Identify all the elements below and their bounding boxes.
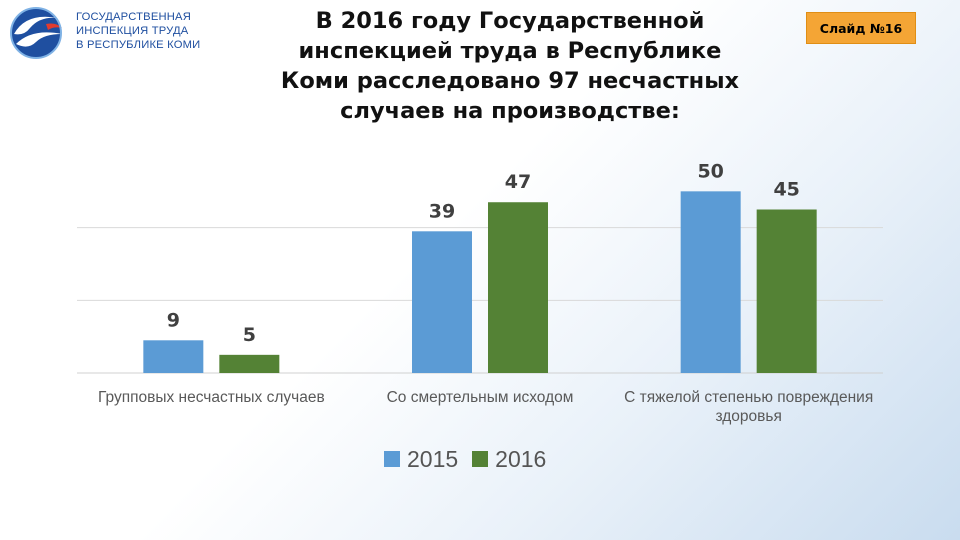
logo: ГОСУДАРСТВЕННАЯ ИНСПЕКЦИЯ ТРУДА В РЕСПУБ… xyxy=(6,4,206,60)
category-label: Со смертельным исходом xyxy=(387,389,574,406)
data-label: 50 xyxy=(697,160,723,182)
data-label: 39 xyxy=(429,200,455,222)
slide-title-line: инспекцией труда в Республике xyxy=(298,38,722,64)
legend-label-2016: 2016 xyxy=(495,445,547,472)
data-label: 47 xyxy=(505,171,531,193)
slide-title-line: В 2016 году Государственной xyxy=(315,8,705,34)
legend-item-2016: 2016 xyxy=(472,446,546,473)
bar-2015 xyxy=(680,191,741,373)
category-label: здоровья xyxy=(715,408,781,425)
category-label: Групповых несчастных случаев xyxy=(98,389,325,406)
bar-2016 xyxy=(488,202,548,373)
data-label: 9 xyxy=(167,309,180,331)
legend-swatch-2016 xyxy=(472,451,489,467)
logo-text: ГОСУДАРСТВЕННАЯ ИНСПЕКЦИЯ ТРУДА В РЕСПУБ… xyxy=(76,10,211,52)
data-label: 45 xyxy=(773,179,799,201)
slide-title-line: Коми расследовано 97 несчастных xyxy=(280,68,740,94)
data-label: 5 xyxy=(243,324,256,346)
bar-2015 xyxy=(143,340,204,373)
bar-2016 xyxy=(219,354,280,373)
legend-label-2015: 2015 xyxy=(407,445,459,472)
chart-legend: 2015 2016 xyxy=(384,443,546,475)
logo-line: ГОСУДАРСТВЕННАЯ xyxy=(76,11,191,23)
slide-title-line: случаев на производстве: xyxy=(340,98,680,124)
legend-swatch-2015 xyxy=(384,451,400,467)
logo-line: ИНСПЕКЦИЯ ТРУДА xyxy=(76,25,189,37)
bar-2016 xyxy=(756,209,817,373)
logo-emblem-icon xyxy=(10,7,62,59)
category-label: С тяжелой степенью повреждения xyxy=(624,389,873,406)
bar-2015 xyxy=(412,231,472,373)
slide-title: В 2016 году Государственной инспекцией т… xyxy=(210,6,810,126)
legend-item-2015: 2015 xyxy=(384,446,458,473)
slide-number-badge: Слайд №16 xyxy=(806,12,916,44)
logo-line: В РЕСПУБЛИКЕ КОМИ xyxy=(76,39,201,51)
